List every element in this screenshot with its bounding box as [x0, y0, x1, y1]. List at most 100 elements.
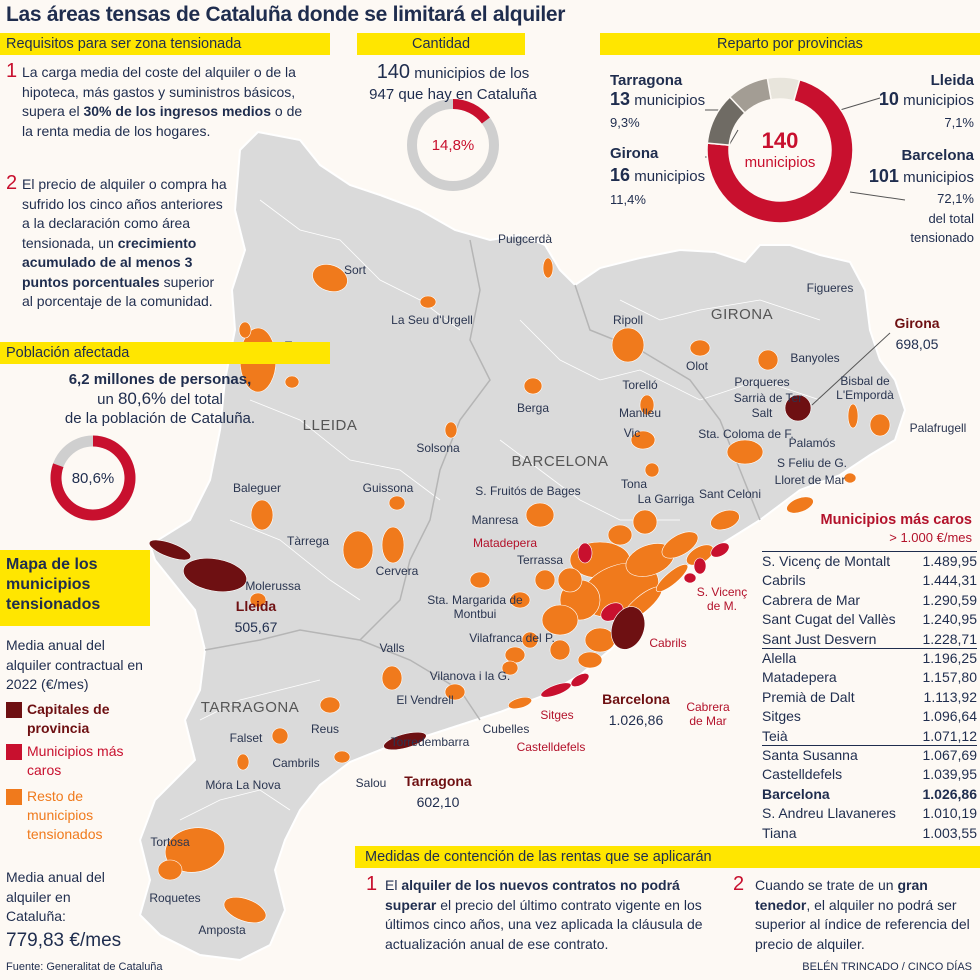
row-value: 1.157,80	[922, 669, 978, 686]
legend-swatch	[6, 702, 22, 718]
donut-center-unit: municipios	[745, 154, 816, 171]
town-label: Figueres	[807, 281, 854, 295]
requirement-text: La carga media del coste del alquiler o …	[22, 63, 307, 141]
table-row: Premià de Dalt 1.113,92	[762, 688, 977, 707]
text: el precio del último contrato vigente en…	[385, 896, 703, 952]
town-label: Berga	[517, 401, 549, 415]
town-label: Sarrià de Ter	[734, 391, 802, 405]
town-label: Bisbal de L'Empordà	[836, 374, 894, 402]
table-row: Tiana 1.003,55	[762, 824, 977, 843]
text: de la población de Cataluña.	[64, 410, 256, 427]
table-subtitle: > 1.000 €/mes	[889, 530, 972, 545]
text: El precio de alquiler o compra ha sufrid…	[22, 176, 227, 251]
municipality	[381, 665, 403, 691]
expensive-town-label-line: de Mar	[689, 714, 726, 728]
municipality	[383, 731, 427, 751]
municipality	[388, 495, 406, 511]
expensive-town-label: Sitges	[540, 708, 573, 722]
town-label-line: Bisbal de	[840, 374, 890, 388]
population-text: 6,2 millones de personas, un 80,6% del to…	[0, 370, 320, 428]
province-share: 9,3%	[610, 115, 640, 130]
town-label-line: Montbui	[454, 607, 497, 621]
legend-swatch	[6, 744, 22, 760]
municipality	[570, 673, 590, 687]
capital-rent: 698,05	[896, 336, 939, 352]
municipality	[271, 727, 289, 745]
province-share: 72,1%	[937, 191, 974, 206]
town-label: La Seu d'Urgell	[391, 313, 473, 327]
measure-text: El alquiler de los nuevos contratos no p…	[385, 876, 720, 954]
capital-rent: 505,67	[235, 619, 278, 635]
count: 16	[610, 165, 631, 185]
municipality	[847, 403, 859, 429]
municipality	[469, 571, 491, 589]
source: Fuente: Generalitat de Cataluña	[6, 961, 163, 973]
town-label: Vic	[624, 426, 640, 440]
municipality	[611, 327, 645, 363]
municipality	[710, 509, 740, 531]
item-number: 1	[6, 60, 18, 82]
town-label: Tàrrega	[287, 534, 329, 548]
section-header: Requisitos para ser zona tensionada	[0, 33, 330, 55]
legend-label: Municipios más caros	[27, 743, 124, 778]
expensive-town-label-line: S. Vicenç	[697, 585, 747, 599]
row-name: Castelldefels	[762, 766, 843, 783]
municipality	[639, 394, 655, 416]
table-rule	[762, 648, 977, 649]
average-value: 779,83 €/mes	[6, 930, 122, 951]
unit: municipios	[903, 169, 974, 186]
item-number: 2	[733, 873, 745, 895]
donut-label: 14,8%	[432, 137, 475, 154]
municipality	[710, 542, 730, 558]
municipality	[610, 606, 646, 650]
text: municipios de los	[414, 65, 530, 82]
quantity-text: 140 municipios de los 947 que hay en Cata…	[343, 62, 563, 105]
municipality	[557, 567, 583, 593]
capital-name: Barcelona	[602, 691, 670, 707]
legend-label: Capitales de provincia	[27, 701, 110, 736]
text: del total	[928, 211, 974, 226]
row-name: Cabrera de Mar	[762, 591, 861, 608]
row-value: 1.067,69	[922, 747, 978, 763]
row-name: Teià	[762, 727, 788, 744]
expensive-town-label: Cabrera de Mar	[686, 700, 730, 728]
municipality	[223, 896, 267, 924]
capital-rent: 602,10	[417, 794, 460, 810]
town-label: Salt	[752, 406, 773, 420]
row-name: S. Andreu Llavaneres	[762, 805, 896, 822]
town-label: Manresa	[472, 513, 519, 527]
row-value: 1.444,31	[922, 572, 978, 589]
row-value: 1.290,59	[922, 591, 978, 608]
text-bold: 30% de los ingresos medios	[83, 103, 271, 119]
municipality	[577, 542, 593, 564]
legend-label: Resto de municipios tensionados	[27, 788, 103, 842]
town-label: Sort	[344, 263, 367, 277]
text: Cuando se trate de un	[755, 877, 894, 893]
region-label: BARCELONA	[511, 453, 608, 470]
expensive-town-label-line: Cabrera	[686, 700, 730, 714]
table-row: Teià 1.071,12	[762, 727, 977, 746]
municipality	[655, 564, 689, 592]
average-label: Media anual del alquiler en Cataluña:	[6, 869, 105, 924]
town-label: Ripoll	[613, 313, 643, 327]
town-label-line: Sta. Margarida de	[427, 593, 523, 607]
municipality	[843, 472, 857, 484]
province-name: Tarragona	[610, 72, 683, 89]
expensive-town-label: Matadepera	[473, 536, 537, 550]
legend-subtitle: Media anual del alquiler contractual en …	[6, 637, 143, 692]
text-bold: alquiler de los nuevos contratos no podr…	[385, 877, 680, 913]
municipality	[683, 572, 697, 584]
table-rule	[762, 551, 977, 552]
municipality	[869, 413, 891, 437]
text: , el alquiler no podrá ser superior al í…	[755, 896, 970, 952]
municipality	[164, 827, 226, 873]
municipality	[501, 660, 519, 676]
municipality	[236, 753, 250, 771]
donut-center-value: 140	[762, 128, 799, 153]
municipality	[284, 375, 300, 389]
municipality	[250, 499, 274, 531]
town-label: Guissona	[363, 481, 414, 495]
table-row: Cabrils 1.444,31	[762, 571, 977, 590]
province-name: Lleida	[930, 72, 974, 89]
text-bold: crecimiento acumulado de al menos 3 punt…	[22, 234, 197, 290]
